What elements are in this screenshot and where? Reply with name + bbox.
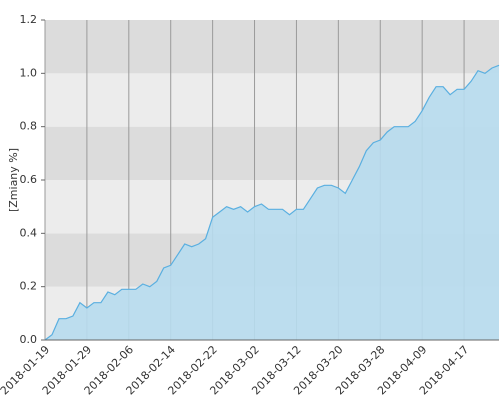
y-axis-label: [Zmiany %] [7, 148, 20, 212]
y-tick-label: 0.8 [20, 120, 38, 133]
y-tick-label: 1.2 [20, 13, 38, 26]
y-tick-label: 0.2 [20, 280, 38, 293]
background-band [45, 20, 499, 74]
y-tick-label: 0.0 [20, 333, 38, 346]
y-tick-label: 0.6 [20, 173, 38, 186]
y-tick-label: 1.0 [20, 66, 38, 79]
line [44, 64, 500, 341]
y-tick-label: 0.4 [20, 226, 38, 239]
